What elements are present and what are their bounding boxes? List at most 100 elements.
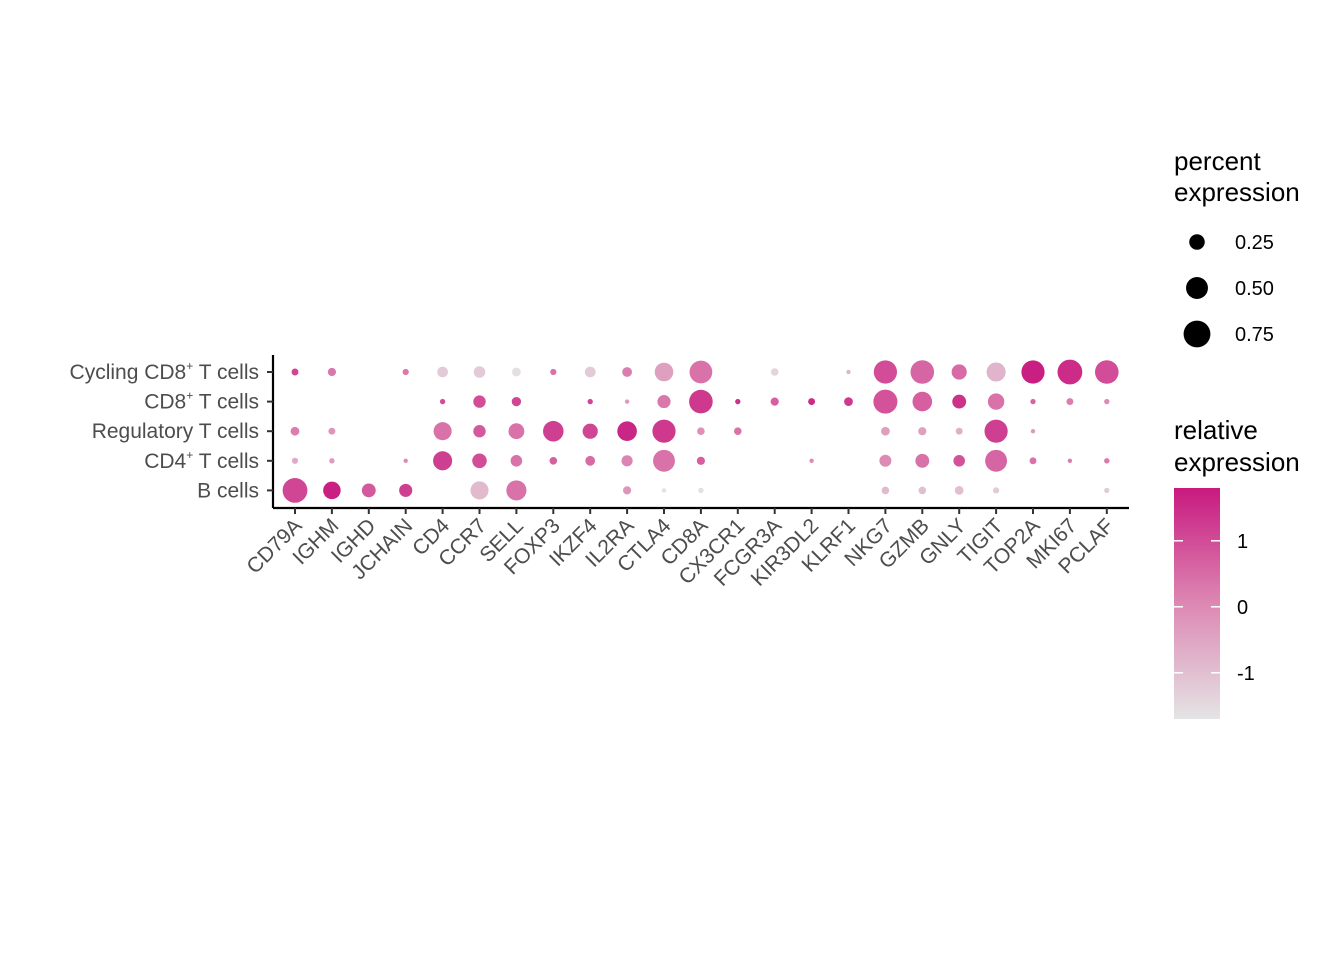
dot-ccr7-row-4 (470, 481, 489, 500)
size-legend-key (1189, 234, 1205, 250)
dot-tigit-row-1 (987, 393, 1005, 410)
y-tick-label: B cells (197, 479, 259, 502)
dot-cd8a-row-4 (698, 487, 704, 494)
size-legend-title: percent (1174, 146, 1261, 176)
dot-ctla4-row-3 (653, 449, 675, 472)
dot-fcgr3a-row-1 (770, 397, 779, 406)
dot-cd8a-row-1 (689, 389, 713, 414)
dot-ighm-row-4 (323, 481, 341, 500)
dot-il2ra-row-4 (623, 486, 632, 495)
x-axis: CD79AIGHMIGHDJCHAINCD4CCR7SELLFOXP3IKZF4… (242, 506, 1129, 591)
dot-pclaf-row-4 (1104, 487, 1110, 494)
color-legend-title: expression (1174, 447, 1300, 477)
dot-tigit-row-3 (985, 449, 1008, 472)
dot-gzmb-row-0 (910, 360, 935, 384)
dot-il2ra-row-0 (622, 367, 632, 377)
dot-foxp3-row-3 (549, 457, 558, 465)
dot-ctla4-row-4 (661, 488, 667, 493)
dot-ctla4-row-0 (654, 362, 674, 382)
dot-il2ra-row-3 (621, 455, 633, 467)
dot-gzmb-row-3 (915, 453, 930, 468)
dot-cd8a-row-0 (689, 360, 713, 384)
dot-tigit-row-0 (986, 362, 1006, 382)
dot-ighm-row-3 (329, 458, 335, 464)
dot-cd79a-row-4 (282, 478, 308, 503)
dot-nkg7-row-0 (873, 360, 898, 384)
size-legend-label: 0.75 (1235, 324, 1274, 346)
dot-ctla4-row-1 (657, 395, 671, 409)
dot-top2a-row-0 (1021, 360, 1045, 384)
plot-area (282, 359, 1119, 503)
dot-fcgr3a-row-0 (770, 368, 779, 376)
dot-gnly-row-4 (954, 486, 964, 495)
dot-cd4-row-2 (433, 422, 452, 441)
dot-cd79a-row-3 (291, 457, 299, 464)
dot-cx3cr1-row-2 (734, 427, 742, 436)
dot-tigit-row-4 (993, 487, 1000, 494)
dot-jchain-row-4 (399, 483, 413, 497)
dot-ccr7-row-1 (473, 395, 486, 408)
dot-ikzf4-row-2 (582, 423, 598, 439)
color-bar-label: 0 (1237, 597, 1248, 619)
dot-ccr7-row-3 (472, 453, 487, 469)
dot-ighd-row-4 (361, 483, 376, 498)
dot-ighm-row-0 (327, 367, 336, 377)
dot-foxp3-row-2 (543, 420, 564, 442)
dot-ikzf4-row-1 (587, 398, 593, 405)
dot-pclaf-row-0 (1095, 360, 1119, 384)
y-tick-label: CD4+ T cells (144, 448, 259, 473)
dot-ikzf4-row-0 (584, 366, 596, 378)
dot-sell-row-2 (508, 423, 525, 440)
dot-cd8a-row-2 (697, 427, 705, 436)
dot-sell-row-1 (511, 396, 522, 407)
dot-top2a-row-2 (1030, 429, 1036, 434)
size-legend-title: expression (1174, 177, 1300, 207)
dot-cx3cr1-row-1 (735, 398, 741, 405)
dot-pclaf-row-3 (1104, 458, 1110, 464)
dot-top2a-row-3 (1029, 457, 1037, 465)
dot-ctla4-row-2 (652, 419, 676, 443)
dot-ighm-row-2 (328, 427, 336, 435)
dot-il2ra-row-2 (617, 421, 637, 442)
dot-nkg7-row-4 (881, 486, 890, 495)
size-legend-key (1186, 277, 1208, 299)
dot-gnly-row-0 (951, 364, 967, 380)
dot-sell-row-0 (512, 367, 521, 377)
dot-sell-row-4 (506, 480, 527, 501)
color-legend-title: relative (1174, 415, 1258, 445)
dot-mki67-row-1 (1066, 398, 1074, 406)
color-bar (1174, 488, 1220, 719)
color-bar-label: 1 (1237, 531, 1248, 553)
size-legend-label: 0.50 (1235, 278, 1274, 300)
y-axis: Cycling CD8+ T cells CD8+ T cells Regulato… (70, 355, 275, 508)
dot-kir3dl2-row-1 (808, 398, 816, 406)
dot-gzmb-row-2 (918, 427, 927, 436)
dot-cd4-row-0 (437, 366, 448, 378)
dot-nkg7-row-3 (879, 454, 892, 467)
dot-il2ra-row-1 (624, 399, 630, 404)
dot-mki67-row-0 (1057, 359, 1083, 385)
size-legend-label: 0.25 (1235, 232, 1274, 254)
dot-klrf1-row-1 (844, 397, 853, 406)
dot-ccr7-row-0 (473, 366, 486, 378)
dot-mki67-row-3 (1067, 458, 1073, 463)
dot-kir3dl2-row-3 (809, 458, 814, 463)
dot-nkg7-row-1 (873, 389, 898, 414)
dot-gnly-row-3 (953, 455, 965, 467)
dot-gnly-row-2 (955, 427, 963, 435)
dot-ikzf4-row-3 (585, 455, 596, 466)
dot-top2a-row-1 (1030, 398, 1036, 405)
y-tick-label: Cycling CD8+ T cells (70, 359, 259, 384)
y-tick-label: Regulatory T cells (92, 420, 259, 443)
dot-ccr7-row-2 (473, 425, 486, 438)
dot-cd4-row-3 (433, 451, 453, 471)
dot-tigit-row-2 (984, 419, 1008, 443)
size-legend-key (1183, 320, 1211, 348)
dot-foxp3-row-0 (550, 368, 557, 376)
dot-jchain-row-3 (403, 458, 408, 463)
dot-cd79a-row-0 (291, 368, 299, 376)
dot-pclaf-row-1 (1104, 398, 1110, 405)
